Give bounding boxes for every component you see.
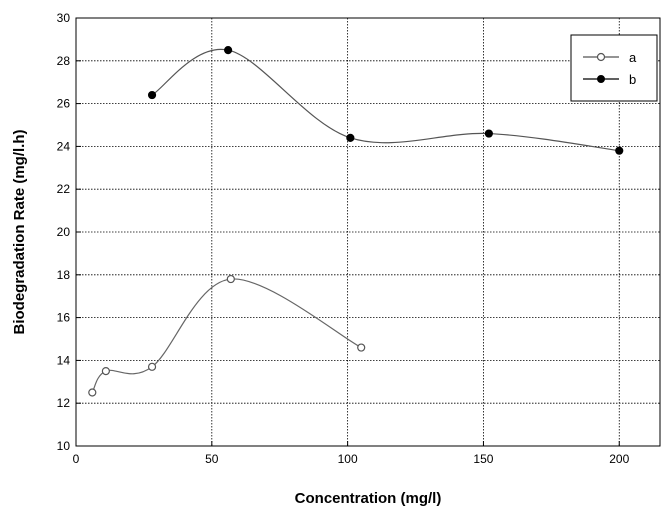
legend: a b [570,34,658,102]
series-layer [88,45,624,397]
y-tick-label: 16 [57,311,71,325]
x-tick-label: 0 [73,452,80,466]
data-point-b [484,129,493,138]
y-tick-label: 10 [57,439,71,453]
y-tick-label: 22 [57,182,71,196]
data-point-a [88,388,97,397]
y-tick-label: 20 [57,225,71,239]
y-tick-label: 30 [57,11,71,25]
x-tick-label: 50 [205,452,219,466]
y-axis-ticks: 10 12 14 16 18 20 22 24 26 28 30 [57,11,81,453]
data-point-a [357,343,366,352]
y-axis-label: Biodegradation Rate (mg/l.h) [11,129,28,334]
data-point-a [101,367,110,376]
x-tick-label: 100 [338,452,358,466]
data-point-b [615,146,624,155]
x-tick-label: 150 [473,452,493,466]
data-point-b [346,133,355,142]
y-tick-label: 24 [57,139,71,153]
legend-entry-b: b [583,72,636,87]
data-point-b [224,45,233,55]
x-axis-label: Concentration (mg/l) [295,490,442,507]
series-line-a [91,278,362,393]
x-axis-ticks: 0 50 100 150 200 [73,441,630,466]
y-tick-label: 28 [57,54,71,68]
legend-marker-b [597,75,605,83]
y-tick-label: 26 [57,97,71,111]
legend-label-b: b [629,72,636,87]
x-tick-label: 200 [609,452,629,466]
y-tick-label: 12 [57,396,71,410]
legend-box [570,34,658,102]
legend-marker-a [596,52,606,62]
legend-entry-a: a [583,50,637,65]
y-tick-label: 14 [57,353,71,367]
series-line-b [151,48,620,152]
grid-lines [76,18,660,446]
y-tick-label: 18 [57,268,71,282]
data-point-b [147,90,157,100]
data-point-a [226,274,235,284]
data-point-a [147,362,157,371]
legend-label-a: a [629,50,637,65]
